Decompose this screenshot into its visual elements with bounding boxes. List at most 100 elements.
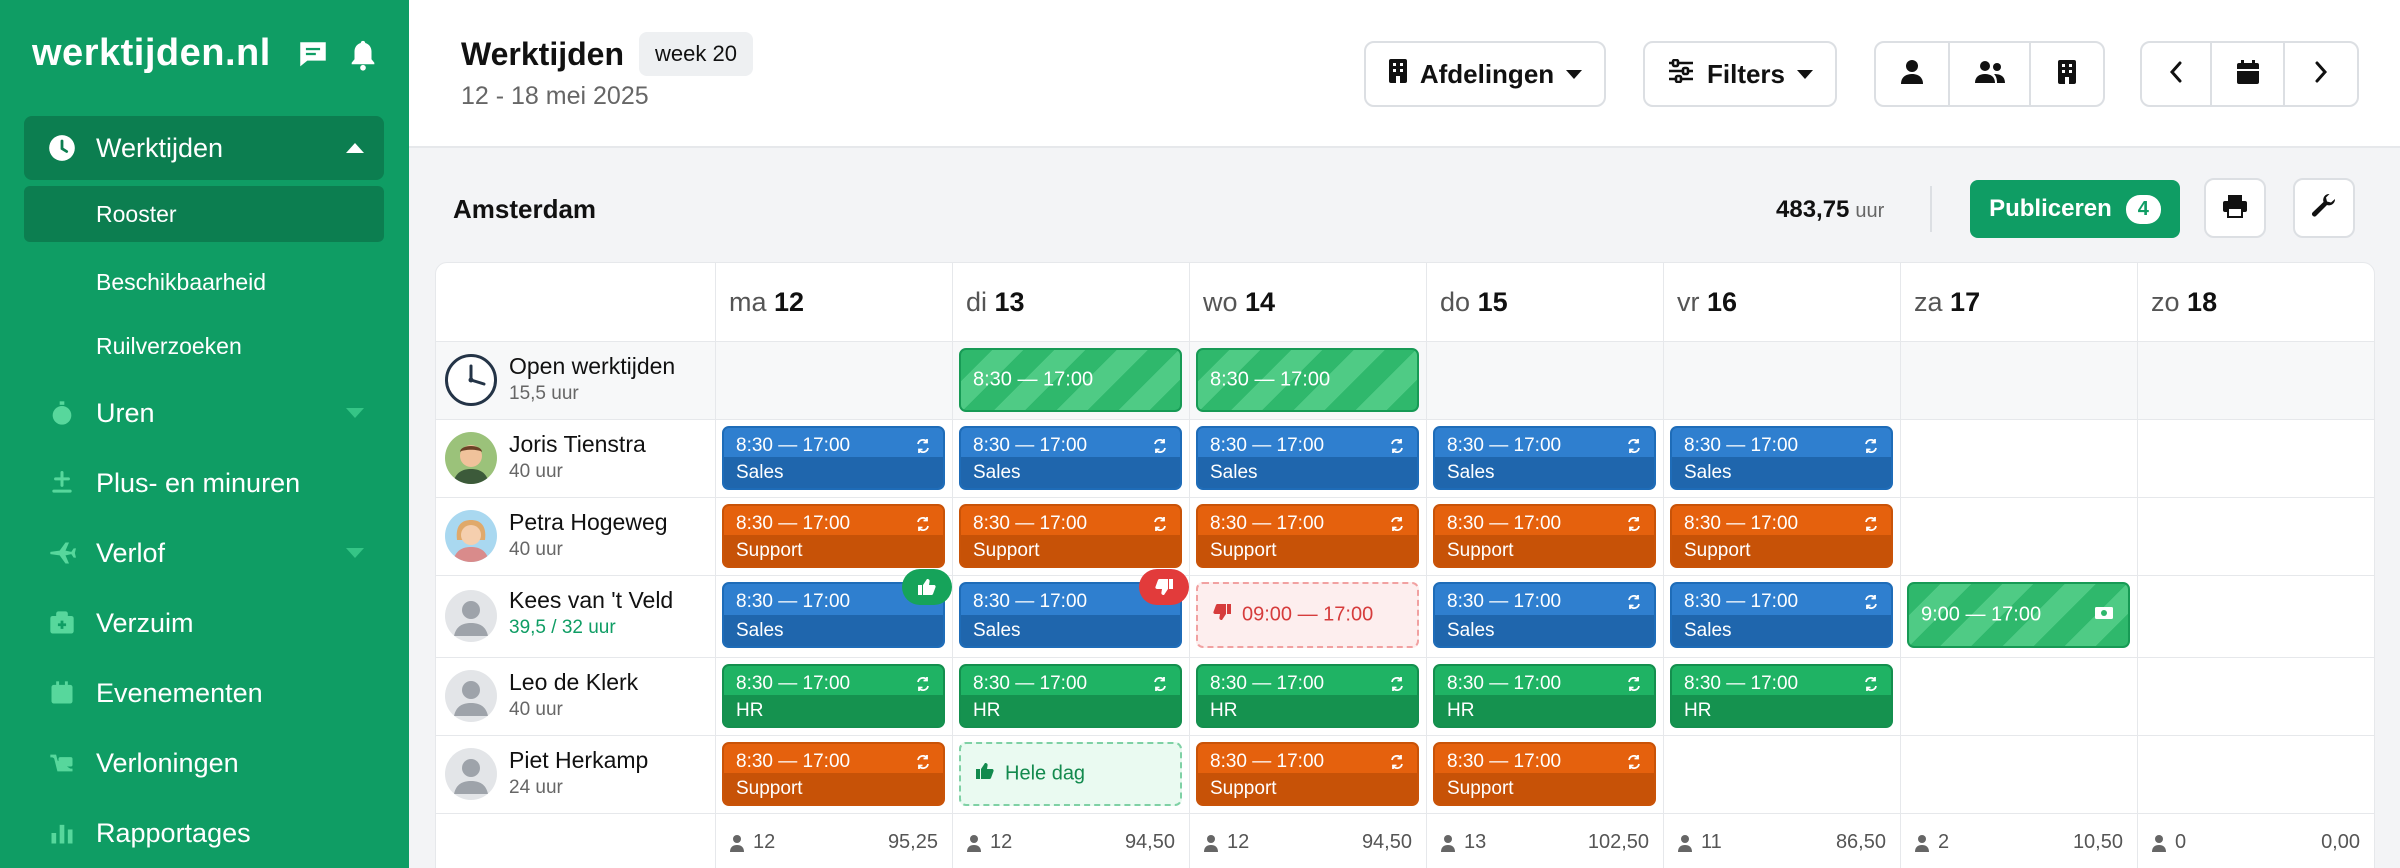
clock-icon — [48, 134, 76, 162]
employee-name: Leo de Klerk — [509, 669, 639, 695]
shift-support[interactable]: 8:30 — 17:00 Support — [722, 504, 945, 568]
previous-week-button[interactable] — [2142, 43, 2212, 105]
shift-sales[interactable]: 8:30 — 17:00 Sales — [722, 582, 945, 648]
location-title: Amsterdam — [453, 194, 597, 224]
employee-row[interactable]: Joris Tienstra 40 uur — [436, 419, 716, 497]
shift-support[interactable]: 8:30 — 17:00 Support — [1433, 742, 1656, 806]
sidebar-item-verzuim[interactable]: Verzuim — [24, 588, 384, 658]
sidebar-item-werktijden[interactable]: Werktijden — [24, 116, 384, 180]
open-shift[interactable]: 8:30 — 17:00 — [959, 348, 1182, 412]
settings-button[interactable] — [2293, 178, 2355, 238]
employee-hours: 24 uur — [509, 777, 563, 798]
divider — [1930, 186, 1932, 232]
shift-sales[interactable]: 8:30 — 17:00 Sales — [1433, 582, 1656, 648]
availability-all-day[interactable]: Hele dag — [959, 742, 1182, 806]
sidebar-subitem-rooster[interactable]: Rooster — [24, 186, 384, 242]
column-divider — [1189, 263, 1190, 868]
departments-label: Afdelingen — [1419, 58, 1555, 89]
row-divider — [436, 419, 2374, 420]
building-icon — [2057, 59, 2077, 90]
view-people-button[interactable] — [1950, 43, 2032, 105]
employee-row[interactable]: Petra Hogeweg 40 uur — [436, 497, 716, 575]
view-department-button[interactable] — [2031, 43, 2103, 105]
shift-support[interactable]: 8:30 — 17:00 Support — [722, 742, 945, 806]
wrench-icon — [2311, 193, 2337, 224]
filters-dropdown[interactable]: Filters — [1643, 41, 1837, 107]
employee-hours: 39,5 / 32 uur — [509, 617, 616, 638]
swap-icon — [1389, 438, 1405, 454]
sidebar-subitem-beschikbaarheid[interactable]: Beschikbaarheid — [96, 268, 267, 295]
shift-sales[interactable]: 8:30 — 17:00 Sales — [1670, 582, 1893, 648]
sidebar-nav: Werktijden Rooster Beschikbaarheid Ruilv… — [24, 116, 384, 868]
shift-sales[interactable]: 8:30 — 17:00 Sales — [959, 426, 1182, 490]
employee-row-open[interactable]: Open werktijden 15,5 uur — [436, 341, 716, 419]
employee-name: Petra Hogeweg — [509, 509, 668, 535]
shift-support[interactable]: 8:30 — 17:00 Support — [1196, 504, 1419, 568]
swap-icon — [1863, 516, 1879, 532]
sidebar: werktijden.nl Werktijden Rooster Beschik… — [0, 0, 409, 868]
day-total: 2 10,50 — [1914, 831, 2123, 854]
swap-icon — [1626, 594, 1642, 610]
app-logo[interactable]: werktijden.nl — [32, 32, 271, 74]
next-week-button[interactable] — [2285, 43, 2357, 105]
shift-hr[interactable]: 8:30 — 17:00 HR — [959, 664, 1182, 728]
sidebar-item-evenementen[interactable]: Evenementen — [24, 658, 384, 728]
avatar-placeholder — [445, 670, 497, 722]
bell-icon[interactable] — [346, 38, 380, 72]
row-divider — [436, 813, 2374, 814]
shift-support[interactable]: 8:30 — 17:00 Support — [1196, 742, 1419, 806]
sidebar-item-verloningen[interactable]: Verloningen — [24, 728, 384, 798]
shift-support[interactable]: 8:30 — 17:00 Support — [1670, 504, 1893, 568]
shift-sales[interactable]: 8:30 — 17:00 Sales — [1196, 426, 1419, 490]
shift-hr[interactable]: 8:30 — 17:00 HR — [1196, 664, 1419, 728]
shift-support[interactable]: 8:30 — 17:00 Support — [959, 504, 1182, 568]
thumbs-down-icon — [1212, 602, 1232, 628]
employee-name: Piet Herkamp — [509, 747, 649, 773]
shift-sales[interactable]: 8:30 — 17:00 Sales — [722, 426, 945, 490]
row-divider — [436, 341, 2374, 342]
user-icon — [967, 834, 981, 852]
day-total: 12 95,25 — [729, 831, 938, 854]
print-button[interactable] — [2204, 178, 2266, 238]
employee-hours: 15,5 uur — [509, 383, 579, 404]
column-divider — [1663, 263, 1664, 868]
total-hours: 483,75 uur — [1776, 196, 1884, 224]
shift-hr[interactable]: 8:30 — 17:00 HR — [722, 664, 945, 728]
open-shift-weekend[interactable]: 9:00 — 17:00 — [1907, 582, 2130, 648]
sidebar-subitem-ruilverzoeken[interactable]: Ruilverzoeken — [96, 332, 242, 359]
shift-declined[interactable]: 09:00 — 17:00 — [1196, 582, 1419, 648]
day-header-wo: wo 14 — [1203, 287, 1276, 317]
swap-icon — [1626, 516, 1642, 532]
swap-icon — [915, 438, 931, 454]
shift-hr[interactable]: 8:30 — 17:00 HR — [1670, 664, 1893, 728]
shift-support[interactable]: 8:30 — 17:00 Support — [1433, 504, 1656, 568]
sidebar-item-plus-minuren[interactable]: Plus- en minuren — [24, 448, 384, 518]
shift-hr[interactable]: 8:30 — 17:00 HR — [1433, 664, 1656, 728]
column-divider — [952, 263, 953, 868]
user-icon — [1204, 834, 1218, 852]
chevron-left-icon — [2168, 60, 2184, 89]
publish-button[interactable]: Publiceren 4 — [1970, 180, 2180, 238]
swap-icon — [1626, 754, 1642, 770]
view-single-person-button[interactable] — [1876, 43, 1950, 105]
open-shift[interactable]: 8:30 — 17:00 — [1196, 348, 1419, 412]
employee-name: Kees van 't Veld — [509, 587, 674, 613]
avatar — [445, 510, 497, 562]
sidebar-item-verlof[interactable]: Verlof — [24, 518, 384, 588]
calendar-picker-button[interactable] — [2212, 43, 2285, 105]
sidebar-item-rapportages[interactable]: Rapportages — [24, 798, 384, 868]
day-header-zo: zo 18 — [2151, 287, 2218, 317]
chat-icon[interactable] — [296, 38, 330, 72]
page-title: Werktijden — [461, 36, 624, 72]
shift-sales[interactable]: 8:30 — 17:00 Sales — [1433, 426, 1656, 490]
departments-dropdown[interactable]: Afdelingen — [1364, 41, 1606, 107]
employee-row[interactable]: Kees van 't Veld 39,5 / 32 uur — [436, 575, 716, 657]
employee-row[interactable]: Leo de Klerk 40 uur — [436, 657, 716, 735]
employee-row[interactable]: Piet Herkamp 24 uur — [436, 735, 716, 813]
row-divider — [436, 575, 2374, 576]
day-header-di: di 13 — [966, 287, 1025, 317]
shift-sales[interactable]: 8:30 — 17:00 Sales — [1670, 426, 1893, 490]
sidebar-item-uren[interactable]: Uren — [24, 378, 384, 448]
day-total: 11 86,50 — [1677, 831, 1886, 854]
day-total: 13 102,50 — [1440, 831, 1649, 854]
